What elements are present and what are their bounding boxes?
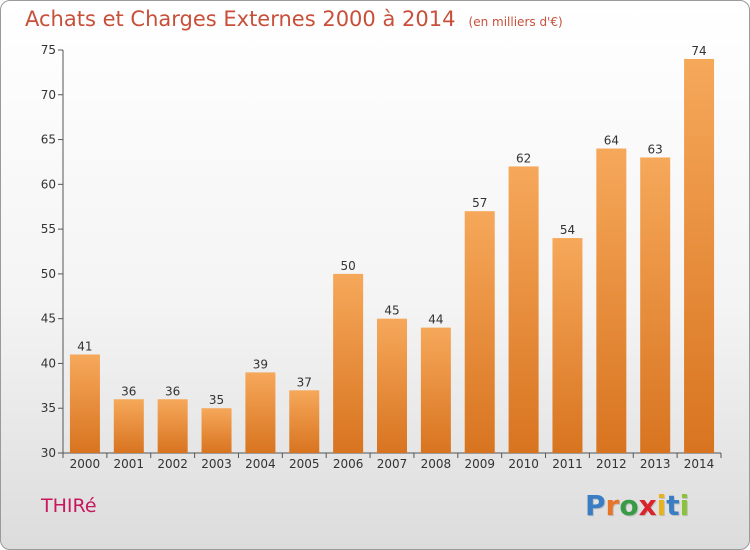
x-tick-label: 2005 bbox=[289, 457, 320, 471]
y-tick-label: 40 bbox=[41, 356, 56, 370]
x-tick-label: 2008 bbox=[421, 457, 452, 471]
bar-value-label: 41 bbox=[77, 339, 92, 353]
bar-value-label: 62 bbox=[516, 151, 531, 165]
bar-2013 bbox=[640, 157, 671, 453]
bar-2003 bbox=[201, 408, 232, 453]
title-unit: (en milliers d'€) bbox=[468, 15, 563, 29]
bar-value-label: 64 bbox=[604, 134, 619, 148]
bar-value-label: 45 bbox=[384, 304, 399, 318]
bar-2006 bbox=[333, 273, 364, 453]
chart-title: Achats et Charges Externes 2000 à 2014 (… bbox=[25, 7, 563, 31]
bar-2009 bbox=[464, 211, 495, 453]
bar-2001 bbox=[113, 399, 144, 453]
bar-value-label: 50 bbox=[340, 259, 355, 273]
y-tick-label: 50 bbox=[41, 267, 56, 281]
bar-value-label: 63 bbox=[648, 142, 663, 156]
bar-value-label: 36 bbox=[165, 384, 180, 398]
bar-value-label: 74 bbox=[691, 44, 706, 58]
x-tick-label: 2014 bbox=[684, 457, 715, 471]
bar-2014 bbox=[684, 58, 715, 453]
y-tick-label: 60 bbox=[41, 177, 56, 191]
y-tick-label: 45 bbox=[41, 312, 56, 326]
bar-2012 bbox=[596, 148, 627, 453]
bar-value-label: 36 bbox=[121, 384, 136, 398]
title-text: Achats et Charges Externes 2000 à 2014 bbox=[25, 7, 456, 31]
bar-value-label: 39 bbox=[253, 357, 268, 371]
x-tick-label: 2010 bbox=[508, 457, 539, 471]
y-tick-label: 75 bbox=[41, 43, 56, 57]
bar-value-label: 57 bbox=[472, 196, 487, 210]
bar-value-label: 54 bbox=[560, 223, 575, 237]
x-tick-label: 2003 bbox=[201, 457, 232, 471]
y-tick-label: 65 bbox=[41, 133, 56, 147]
x-tick-label: 2006 bbox=[333, 457, 364, 471]
bar-2000 bbox=[69, 354, 100, 453]
x-tick-label: 2002 bbox=[157, 457, 188, 471]
bar-2008 bbox=[420, 327, 451, 453]
y-tick-label: 55 bbox=[41, 222, 56, 236]
x-tick-label: 2011 bbox=[552, 457, 583, 471]
y-tick-label: 70 bbox=[41, 88, 56, 102]
commune-name: THIRé bbox=[41, 495, 97, 517]
x-tick-label: 2009 bbox=[464, 457, 495, 471]
x-tick-label: 2007 bbox=[377, 457, 408, 471]
chart-axes: 30 35 40 45 50 55 60 65 70 75 2000 2001 2002 2003 2004… bbox=[41, 43, 722, 471]
y-tick-label: 35 bbox=[41, 401, 56, 415]
proxiti-logo[interactable]: Proxiti bbox=[585, 489, 690, 522]
bar-value-label: 35 bbox=[209, 393, 224, 407]
x-tick-label: 2012 bbox=[596, 457, 627, 471]
x-tick-label: 2004 bbox=[245, 457, 276, 471]
x-tick-label: 2001 bbox=[114, 457, 145, 471]
bar-2004 bbox=[245, 372, 276, 453]
x-tick-label: 2000 bbox=[70, 457, 101, 471]
bar-2011 bbox=[552, 238, 583, 453]
y-tick-label: 30 bbox=[41, 446, 56, 460]
bar-2010 bbox=[508, 166, 539, 453]
bar-value-label: 37 bbox=[297, 375, 312, 389]
bar-2002 bbox=[157, 399, 188, 453]
bar-2007 bbox=[377, 318, 407, 453]
bar-value-label: 44 bbox=[428, 313, 443, 327]
x-tick-label: 2013 bbox=[640, 457, 671, 471]
chart-bars: 41 36 36 35 39 37 50 45 44 57 62 54 64 63 74 bbox=[69, 44, 715, 453]
bar-2005 bbox=[289, 390, 320, 453]
